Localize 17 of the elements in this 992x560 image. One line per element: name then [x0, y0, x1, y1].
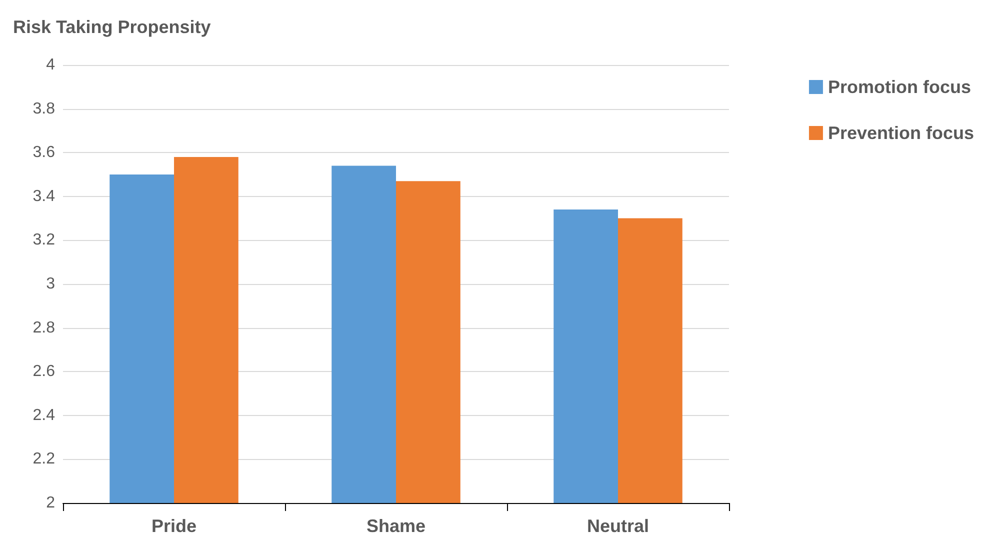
- y-tick-label: 3.4: [32, 188, 56, 205]
- legend-label: Prevention focus: [828, 123, 974, 143]
- y-tick-label: 2.4: [32, 406, 56, 424]
- y-tick-label: 2: [46, 494, 56, 512]
- y-tick-label: 4: [46, 56, 56, 74]
- x-tick-label: Neutral: [586, 516, 650, 536]
- chart-title: Risk Taking Propensity: [13, 17, 211, 37]
- y-tick-label: 2.2: [32, 450, 56, 468]
- y-tick-label: 3.8: [32, 100, 56, 118]
- legend-label: Promotion focus: [828, 77, 971, 97]
- x-tick-label: Shame: [366, 516, 426, 536]
- y-tick-label: 2.8: [32, 319, 56, 336]
- y-tick-label: 2.6: [32, 363, 56, 380]
- y-tick-label: 3: [46, 276, 56, 292]
- y-tick-label: 3.2: [32, 232, 56, 249]
- y-tick-label: 3.6: [32, 144, 56, 162]
- x-tick-label: Pride: [151, 516, 197, 536]
